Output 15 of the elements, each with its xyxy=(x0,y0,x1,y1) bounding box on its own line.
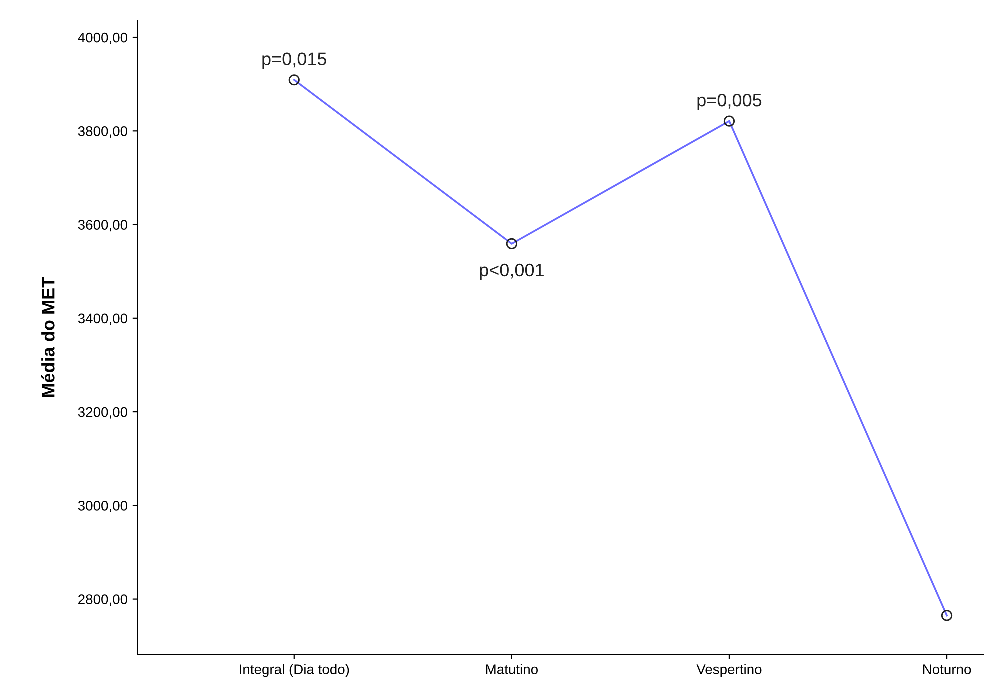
x-tick-label: Matutino xyxy=(486,664,538,674)
x-tick-label: Noturno xyxy=(923,664,972,674)
y-tick-label: 3200,00 xyxy=(78,407,128,419)
y-tick-label: 3600,00 xyxy=(78,220,128,232)
annotation: p=0,015 xyxy=(262,52,327,70)
x-tick-label: Integral (Dia todo) xyxy=(240,664,350,678)
y-tick-label: 3000,00 xyxy=(78,501,128,512)
y-tick-label: 4000,00 xyxy=(78,32,128,44)
y-tick-label: 2800,00 xyxy=(78,594,128,606)
annotation: p=0,005 xyxy=(698,94,762,110)
y-axis-title: Média do MET xyxy=(41,277,55,398)
x-tick-label: Vespertino xyxy=(696,664,762,678)
y-tick-label: 3400,00 xyxy=(78,314,128,326)
y-tick-label: 3800,00 xyxy=(78,126,128,138)
annotation: p<0,001 xyxy=(480,264,544,280)
